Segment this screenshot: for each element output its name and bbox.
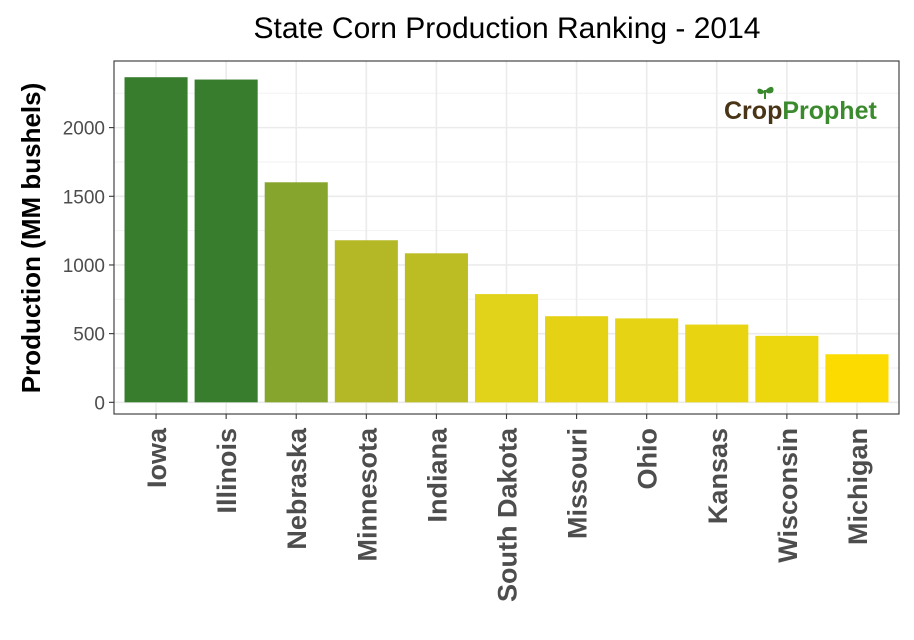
- x-tick-label-minnesota: Minnesota: [352, 427, 382, 561]
- logo-text-prophet: Prophet: [782, 97, 877, 125]
- x-tick-label-south-dakota: South Dakota: [493, 427, 523, 602]
- bar-nebraska: [264, 182, 328, 403]
- x-axis: Iowa Illinois Nebraska Minnesota Indiana Sout…: [142, 414, 873, 602]
- bar-south-dakota: [474, 294, 539, 403]
- x-tick-label-wisconsin: Wisconsin: [773, 428, 803, 563]
- x-tick-label-nebraska: Nebraska: [282, 427, 312, 550]
- x-tick-label-illinois: Illinois: [212, 428, 242, 514]
- y-tick-label: 1000: [63, 256, 105, 277]
- bar-minnesota: [334, 240, 398, 403]
- x-tick-label-ohio: Ohio: [633, 428, 663, 490]
- y-tick-label: 2000: [63, 119, 105, 140]
- x-tick-label-kansas: Kansas: [703, 428, 733, 524]
- y-tick-label: 500: [73, 325, 105, 346]
- bar-indiana: [404, 253, 468, 403]
- logo-sprout-leaf-right: [765, 86, 774, 94]
- logo-text-p: p: [767, 97, 782, 125]
- x-tick-label-michigan: Michigan: [843, 428, 873, 545]
- bar-iowa: [124, 77, 188, 403]
- bar-michigan: [825, 354, 889, 403]
- bar-ohio: [615, 318, 679, 403]
- y-axis-label: Production (MM bushels): [16, 83, 46, 394]
- y-tick-label: 1500: [63, 187, 105, 208]
- chart-title: State Corn Production Ranking - 2014: [254, 12, 761, 45]
- logo-sprout-leaf-left: [757, 88, 765, 95]
- y-tick-label: 0: [94, 393, 105, 414]
- logo-text-cr: Cr: [724, 97, 752, 125]
- bar-missouri: [545, 316, 609, 403]
- logo-text-o: o: [752, 97, 767, 125]
- bar-wisconsin: [755, 335, 819, 403]
- cropprophet-logo: CropProphet: [724, 86, 877, 125]
- logo-text: CropProphet: [724, 97, 877, 125]
- bar-kansas: [685, 324, 749, 403]
- x-tick-label-indiana: Indiana: [422, 427, 452, 522]
- y-axis: 0 500 1000 1500 2000: [63, 119, 114, 414]
- x-tick-label-missouri: Missouri: [563, 428, 593, 539]
- bars: [124, 77, 889, 403]
- bar-illinois: [194, 79, 258, 403]
- x-tick-label-iowa: Iowa: [142, 427, 172, 488]
